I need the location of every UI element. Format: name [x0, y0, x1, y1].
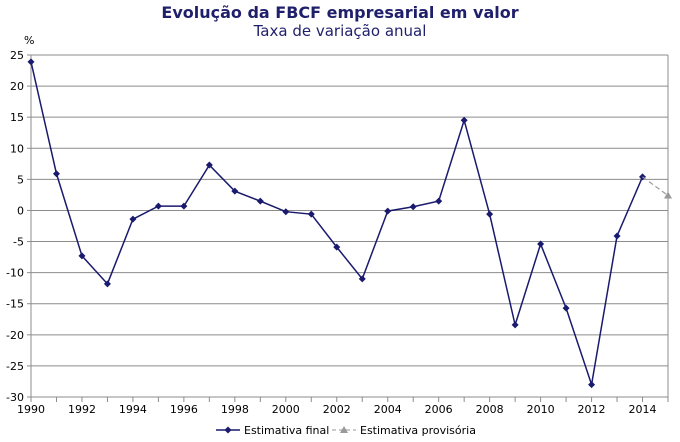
y-tick-label: -10	[6, 267, 24, 280]
chart-title: Evolução da FBCF empresarial em valor	[161, 3, 519, 22]
y-tick-label: -25	[6, 360, 24, 373]
y-axis-unit-label: %	[24, 34, 34, 47]
y-tick-label: 25	[10, 49, 24, 62]
data-point	[333, 243, 341, 251]
data-point	[435, 197, 443, 205]
data-point	[588, 381, 596, 389]
y-tick-label: 0	[17, 204, 24, 217]
data-point	[409, 203, 417, 211]
data-point	[358, 275, 366, 283]
series-line-1	[642, 176, 669, 197]
x-tick-label: 1990	[17, 403, 45, 416]
data-point	[613, 232, 621, 240]
data-point	[384, 207, 392, 215]
data-point	[78, 252, 86, 260]
data-point	[27, 58, 35, 66]
data-point	[486, 210, 494, 218]
data-point	[154, 202, 162, 210]
y-tick-label: -30	[6, 391, 24, 404]
x-tick-label: 2000	[272, 403, 300, 416]
data-point	[231, 187, 239, 195]
data-point	[562, 304, 570, 312]
y-tick-label: 10	[10, 142, 24, 155]
x-tick-label: 2006	[425, 403, 453, 416]
data-point	[180, 202, 188, 210]
data-point	[537, 240, 545, 248]
x-tick-label: 1996	[170, 403, 198, 416]
data-point	[511, 321, 519, 329]
x-tick-label: 2014	[629, 403, 657, 416]
data-point	[282, 208, 290, 216]
y-tick-label: 20	[10, 80, 24, 93]
x-tick-label: 2012	[578, 403, 606, 416]
chart-subtitle: Taxa de variação anual	[253, 22, 427, 40]
data-point	[205, 161, 213, 169]
series-line-0	[30, 61, 644, 385]
x-tick-label: 2008	[476, 403, 504, 416]
data-point	[256, 197, 264, 205]
data-point	[307, 210, 315, 218]
legend-triangle-icon	[340, 426, 348, 433]
data-point	[460, 116, 468, 124]
y-tick-label: 5	[17, 173, 24, 186]
x-tick-label: 1998	[221, 403, 249, 416]
data-point	[129, 215, 137, 223]
data-point	[52, 170, 60, 178]
legend-label: Estimativa final	[244, 424, 329, 437]
data-point	[664, 191, 672, 199]
y-tick-label: -15	[6, 298, 24, 311]
legend-label: Estimativa provisória	[360, 424, 476, 437]
x-tick-label: 2010	[527, 403, 555, 416]
x-tick-label: 1994	[119, 403, 147, 416]
x-tick-label: 1992	[68, 403, 96, 416]
y-tick-label: -5	[13, 236, 24, 249]
x-tick-label: 2002	[323, 403, 351, 416]
x-tick-label: 2004	[374, 403, 402, 416]
y-tick-label: -20	[6, 329, 24, 342]
y-tick-label: 15	[10, 111, 24, 124]
legend-diamond-icon	[224, 426, 232, 434]
data-point	[103, 280, 111, 288]
